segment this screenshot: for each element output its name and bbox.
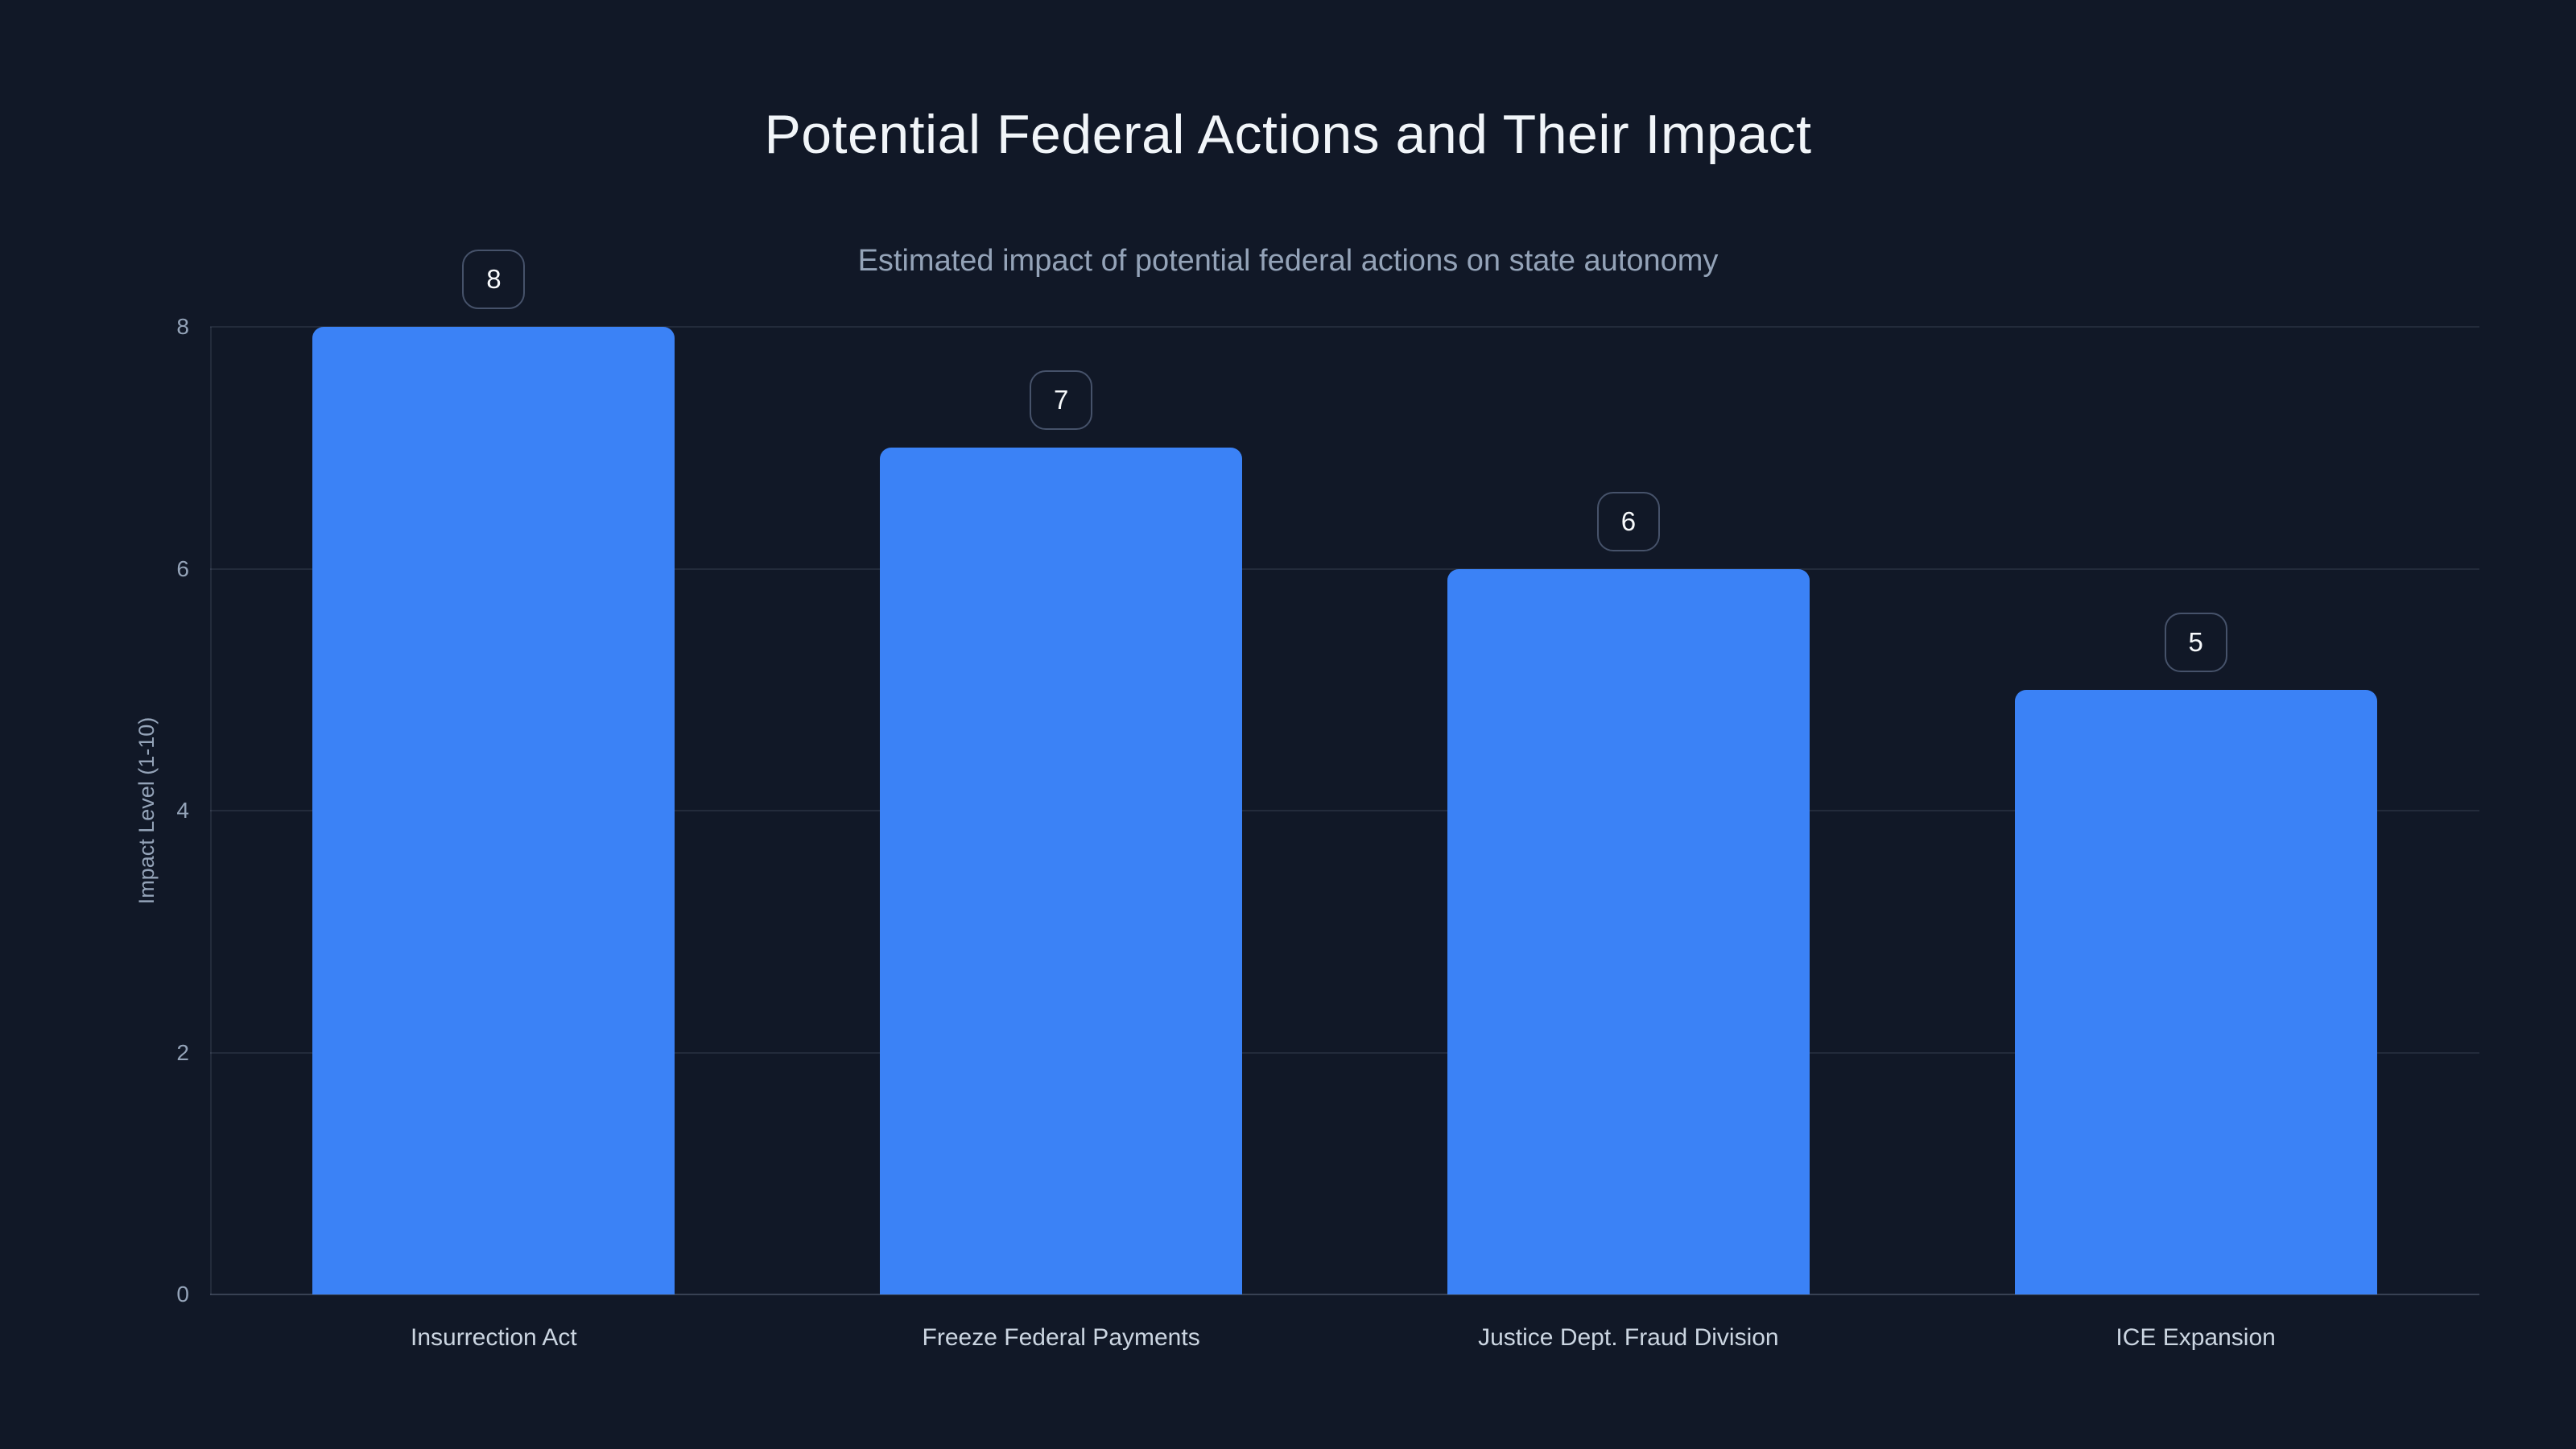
- bar: [1447, 568, 1810, 1294]
- x-axis-label: Insurrection Act: [410, 1324, 577, 1351]
- x-axis-line: [210, 1294, 2479, 1295]
- gridline: [210, 1051, 2479, 1054]
- x-axis-label: Justice Dept. Fraud Division: [1478, 1324, 1779, 1351]
- bar-value-badge: 5: [2164, 612, 2227, 672]
- bar-value-badge: 7: [1030, 370, 1093, 431]
- gridline: [210, 326, 2479, 328]
- bar: [312, 327, 675, 1294]
- x-axis-label: Freeze Federal Payments: [922, 1324, 1200, 1351]
- y-tick-label: 8: [176, 314, 189, 339]
- y-axis-line: [210, 327, 212, 1294]
- bar-value-badge: 8: [462, 250, 526, 309]
- chart-title: Potential Federal Actions and Their Impa…: [764, 104, 1812, 165]
- x-axis-label: ICE Expansion: [2116, 1324, 2276, 1351]
- chart-subtitle: Estimated impact of potential federal ac…: [857, 244, 1719, 278]
- y-tick-label: 6: [176, 555, 189, 581]
- bar-value-badge: 6: [1596, 491, 1660, 551]
- gridline: [210, 568, 2479, 570]
- gridline: [210, 810, 2479, 811]
- y-tick-label: 2: [176, 1039, 189, 1065]
- bar: [880, 448, 1243, 1294]
- y-tick-label: 4: [176, 798, 189, 823]
- bar: [2014, 689, 2377, 1294]
- y-tick-label: 0: [176, 1282, 189, 1307]
